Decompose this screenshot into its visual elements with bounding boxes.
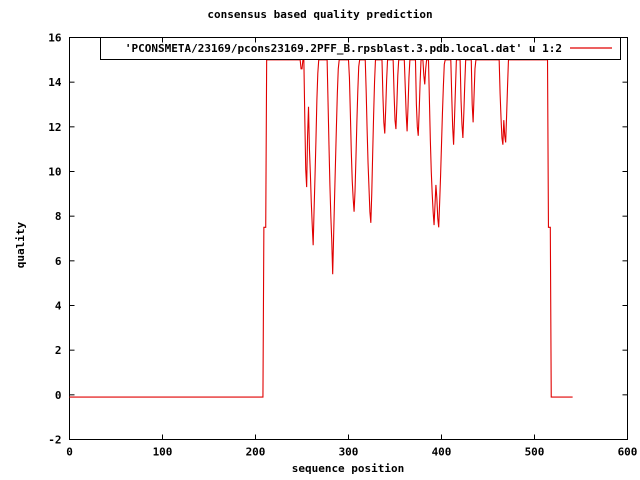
data-series-group (69, 59, 573, 398)
x-axis-title: sequence position (292, 462, 405, 475)
x-tick-label: 0 (66, 446, 73, 459)
legend-entry-label: 'PCONSMETA/23169/pcons23169.2PFF_B.rpsbl… (125, 42, 562, 55)
x-axis-ticks: 0 100 200 300 400 500 600 (66, 37, 638, 459)
chart-title: consensus based quality prediction (207, 8, 433, 21)
plot-border (69, 37, 628, 440)
x-tick-label: 400 (432, 446, 452, 459)
x-tick-label: 100 (153, 446, 173, 459)
x-tick-label: 600 (618, 446, 638, 459)
y-tick-label: 12 (48, 121, 61, 134)
y-tick-label: 16 (48, 32, 62, 45)
x-tick-label: 300 (339, 446, 359, 459)
chart-legend: 'PCONSMETA/23169/pcons23169.2PFF_B.rpsbl… (100, 37, 621, 60)
legend-border (100, 37, 621, 60)
y-tick-label: -2 (48, 434, 61, 447)
y-tick-label: 2 (55, 344, 62, 357)
y-tick-label: 6 (55, 255, 62, 268)
y-axis-ticks: -2 0 2 4 6 8 10 12 14 16 (48, 32, 628, 447)
y-tick-label: 4 (55, 300, 62, 313)
y-tick-label: 8 (55, 210, 62, 223)
x-tick-label: 500 (525, 446, 545, 459)
series-line-quality (69, 59, 573, 398)
y-tick-label: 0 (55, 389, 62, 402)
y-tick-label: 14 (48, 76, 62, 89)
y-axis-title: quality (14, 221, 27, 268)
y-tick-label: 10 (48, 166, 61, 179)
x-tick-label: 200 (246, 446, 266, 459)
